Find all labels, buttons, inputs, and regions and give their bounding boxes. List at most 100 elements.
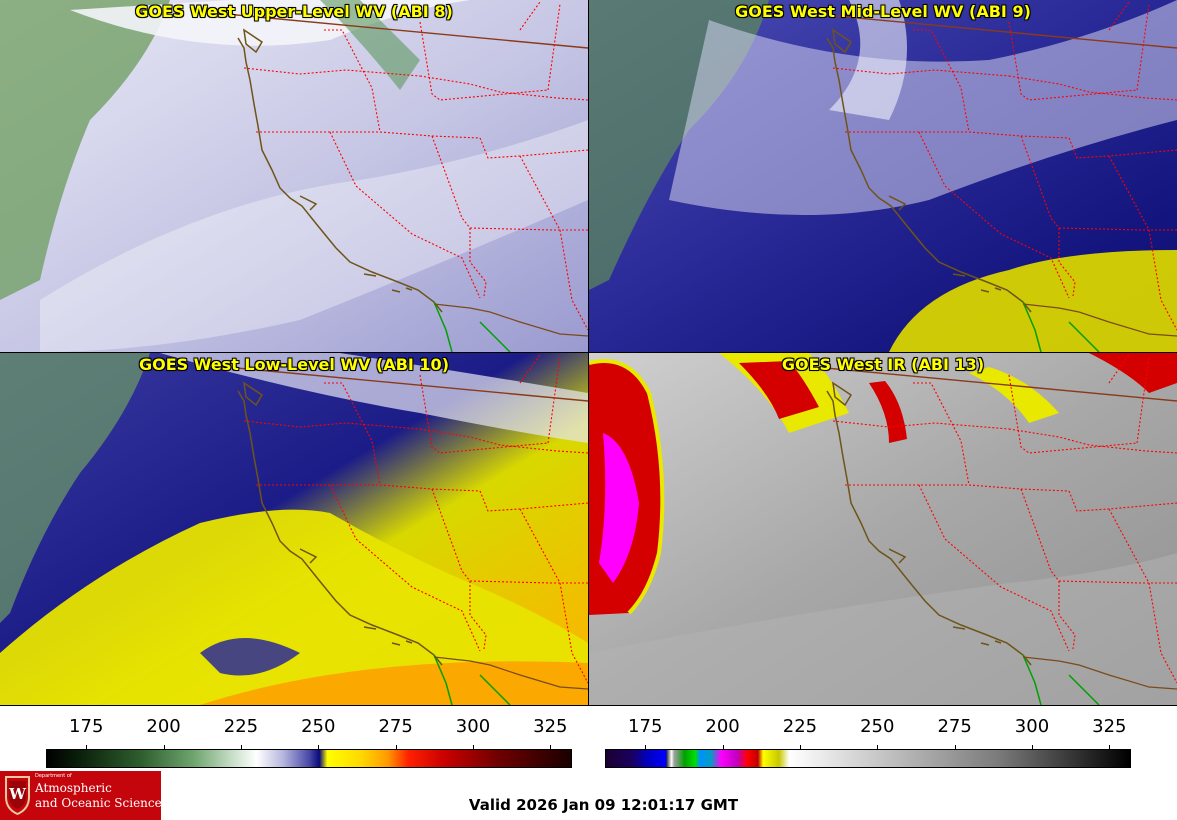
state-border <box>1008 374 1138 454</box>
cold-cloud-tops <box>739 361 819 419</box>
state-border <box>519 508 588 684</box>
colorbar-tick-mark <box>877 745 879 750</box>
state-border <box>1136 356 1150 444</box>
colorbar-tick-label: 300 <box>1014 716 1050 737</box>
colorbar-tick-mark <box>318 745 320 750</box>
colorbar-tick-mark <box>550 745 552 750</box>
colorbar-wv: 175 200 225 250 275 300 325 <box>46 712 572 770</box>
state-border <box>1108 155 1177 331</box>
sf-bay <box>888 548 907 564</box>
moist-patch <box>200 638 300 676</box>
state-border <box>1108 354 1130 384</box>
panel-title: GOES West Low-Level WV (ABI 10) <box>138 355 449 374</box>
state-border <box>913 29 970 133</box>
state-border <box>431 488 471 582</box>
panel-infrared: GOES West IR (ABI 13) <box>589 353 1177 705</box>
panel-divider-horizontal <box>0 352 1177 353</box>
panel-title: GOES West IR (ABI 13) <box>781 355 985 374</box>
state-border <box>913 382 970 486</box>
state-border <box>329 484 481 652</box>
state-border <box>469 228 487 297</box>
colorbar-tick-label: 250 <box>860 716 895 737</box>
colorbar-tick-mark <box>645 745 647 750</box>
puget-sound <box>243 381 264 407</box>
channel-islands <box>952 626 1002 646</box>
aos-logo: W Department of Atmospheric and Oceanic … <box>0 771 168 820</box>
state-border <box>419 75 588 101</box>
colorbar-tick-label: 200 <box>705 716 740 737</box>
colorbar-tick-label: 200 <box>146 716 181 737</box>
state-border <box>918 484 1070 652</box>
warm-surface <box>589 553 1177 705</box>
panel-bottom-border <box>0 705 1177 706</box>
state-border <box>431 135 471 229</box>
state-border <box>469 581 487 650</box>
state-border <box>918 131 1070 299</box>
cloud-band <box>160 353 588 443</box>
puget-sound <box>832 28 853 54</box>
colorbar-tick-label: 225 <box>223 716 259 737</box>
us-coastline <box>237 37 443 313</box>
sf-bay <box>299 548 318 564</box>
panel-upper-level-wv: GOES West Upper-Level WV (ABI 8) <box>0 0 588 352</box>
dry-region <box>320 0 420 90</box>
state-border <box>845 484 1070 492</box>
mexico-coastline <box>1022 301 1042 352</box>
valid-time: Valid 2026 Jan 09 12:01:17 GMT <box>468 796 739 814</box>
cloud-band <box>40 120 588 352</box>
mexico-coastline <box>1022 654 1042 705</box>
us-coastline <box>826 390 1032 666</box>
crest-letter: W <box>8 785 27 803</box>
state-border <box>547 3 561 91</box>
colorbar-tick-mark <box>1031 745 1033 750</box>
state-border <box>519 354 541 384</box>
state-border <box>1108 1 1130 31</box>
state-border <box>845 131 1070 139</box>
colorbar-tick-label: 325 <box>1092 716 1127 737</box>
state-border <box>479 137 588 159</box>
state-border <box>243 67 421 77</box>
state-border <box>324 29 381 133</box>
colorbar-strip-ir <box>605 749 1131 768</box>
state-border <box>419 21 549 101</box>
dry-orange <box>200 661 588 705</box>
cloud-band <box>969 367 1059 423</box>
us-coastline <box>826 37 1032 313</box>
us-coastline <box>237 390 443 666</box>
logo-line1: Atmospheric <box>35 781 112 795</box>
channel-islands <box>363 626 413 646</box>
cold-cloud-tops <box>869 381 907 443</box>
colorbar-tick-label: 275 <box>937 716 972 737</box>
us-mexico-border <box>1022 656 1177 690</box>
logo-line2: and Oceanic Sciences <box>35 796 168 810</box>
colorbar-tick-mark <box>472 745 474 750</box>
state-border <box>1068 490 1177 512</box>
state-border <box>1068 137 1177 159</box>
gulf-coastline <box>479 674 511 705</box>
sf-bay <box>299 195 318 211</box>
state-border <box>1008 75 1177 101</box>
us-mexico-border <box>433 303 588 337</box>
colorbar-tick-mark <box>954 745 956 750</box>
state-border <box>479 490 588 512</box>
colorbar-tick-label: 225 <box>782 716 818 737</box>
dry-region <box>0 353 150 623</box>
state-border <box>519 155 588 331</box>
us-mexico-border <box>433 656 588 690</box>
cloud-band <box>829 0 907 120</box>
state-border <box>419 428 588 454</box>
cloud-band <box>669 0 1177 215</box>
us-mexico-border <box>1022 303 1177 337</box>
logo-dept: Department of <box>35 773 72 779</box>
colorbar-tick-label: 325 <box>533 716 568 737</box>
gulf-coastline <box>479 321 511 352</box>
panel-mid-level-wv: GOES West Mid-Level WV (ABI 9) <box>589 0 1177 352</box>
puget-sound <box>832 381 853 407</box>
satellite-image-low-wv <box>0 353 588 705</box>
colorbar-tick-label: 175 <box>628 716 663 737</box>
colorbar-tick-label: 175 <box>69 716 104 737</box>
channel-islands <box>363 273 413 293</box>
canada-border <box>814 13 1177 49</box>
colorbar-tick-mark <box>722 745 724 750</box>
panel-divider-vertical <box>588 0 589 706</box>
